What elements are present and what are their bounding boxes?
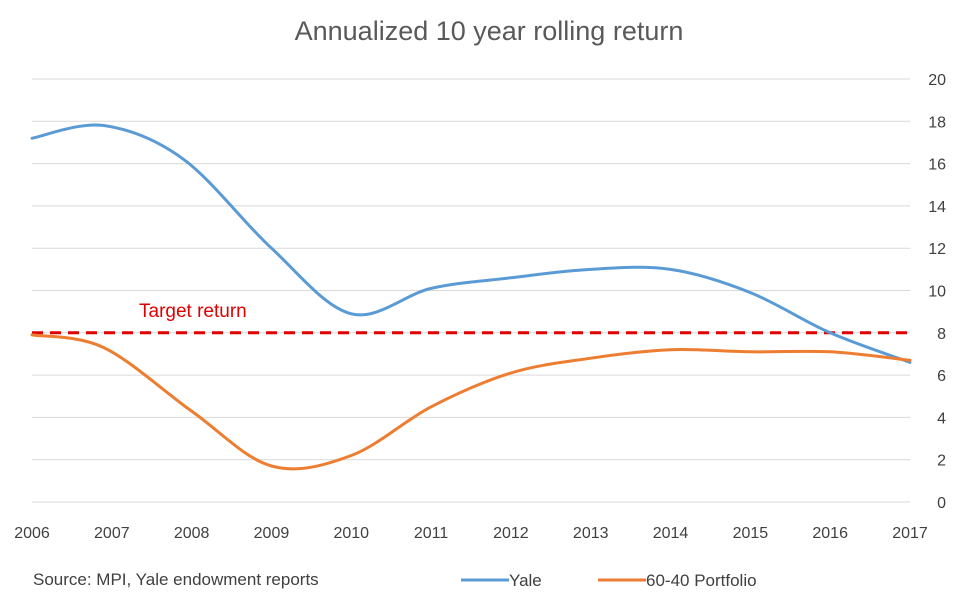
x-tick-label: 2011 — [414, 525, 449, 542]
chart-title: Annualized 10 year rolling return — [295, 16, 684, 46]
y-tick-label: 2 — [937, 453, 946, 470]
y-tick-label: 10 — [928, 284, 946, 301]
series-line-yale — [30, 123, 912, 364]
y-tick-label: 12 — [928, 241, 946, 258]
y-tick-label: 18 — [928, 114, 946, 131]
y-tick-label: 16 — [928, 157, 946, 174]
y-tick-label: 14 — [928, 199, 946, 216]
x-tick-label: 2015 — [733, 525, 769, 542]
x-tick-label: 2007 — [94, 525, 130, 542]
x-tick-label: 2016 — [812, 525, 848, 542]
target-return-label: Target return — [139, 301, 247, 322]
legend-label-yale: Yale — [509, 571, 542, 590]
x-tick-label: 2006 — [14, 525, 50, 542]
x-tick-label: 2017 — [892, 525, 928, 542]
legend: Yale 60-40 Portfolio — [461, 571, 757, 590]
y-tick-labels: 0 2 4 6 8 10 12 14 16 18 20 — [928, 72, 946, 512]
x-tick-label: 2009 — [254, 525, 290, 542]
gridlines — [32, 78, 910, 503]
legend-label-60-40-portfolio: 60-40 Portfolio — [646, 571, 757, 590]
x-tick-label: 2010 — [333, 525, 369, 542]
y-tick-label: 0 — [937, 495, 946, 512]
y-tick-label: 4 — [937, 410, 946, 427]
y-tick-label: 6 — [937, 368, 946, 385]
series-lines — [30, 123, 912, 471]
y-tick-label: 8 — [937, 326, 946, 343]
x-tick-label: 2014 — [653, 525, 689, 542]
x-tick-label: 2013 — [573, 525, 609, 542]
x-tick-label: 2012 — [493, 525, 529, 542]
y-tick-label: 20 — [928, 72, 946, 89]
x-tick-label: 2008 — [174, 525, 210, 542]
series-line-60-40-portfolio — [30, 333, 912, 471]
source-note: Source: MPI, Yale endowment reports — [33, 570, 319, 589]
x-tick-labels: 2006 2007 2008 2009 2010 2011 2012 2013 2014 2015… — [14, 525, 928, 542]
